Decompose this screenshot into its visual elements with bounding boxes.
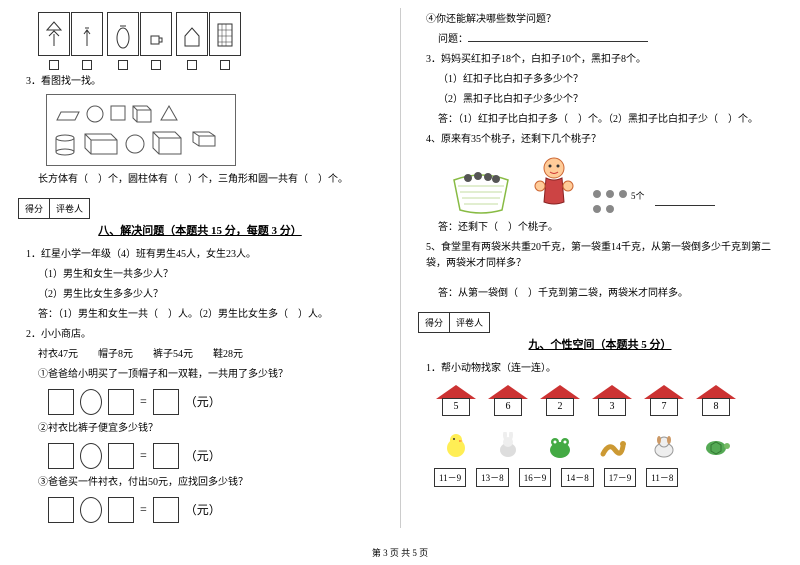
q3r-2: （2）黑扣子比白扣子少多少个？ [438, 92, 782, 108]
prices: 衬衣47元 帽子8元 裤子54元 鞋28元 [38, 347, 382, 363]
q8-2-2: ②衬衣比裤子便宜多少钱？ [38, 421, 382, 437]
rabbit-icon [488, 430, 528, 462]
q8-2-3: ③爸爸买一件衬衣，付出50元，应找回多少钱？ [38, 475, 382, 491]
q8-1-2: （2）男生比女生多多少人？ [38, 287, 382, 303]
frog-icon [540, 430, 580, 462]
section-9-title: 九、个性空间（本题共 5 分） [418, 337, 782, 355]
equation-row-1: = （元） [48, 389, 382, 415]
q8-1-ans: 答：（1）男生和女生一共（ ）人。（2）男生比女生多（ ）人。 [38, 307, 382, 323]
q4r-ans: 答：还剩下（ ）个桃子。 [438, 220, 782, 236]
q8-1: 1．红星小学一年级（4）班有男生45人，女生23人。 [26, 247, 382, 263]
score-table-9: 得分 评卷人 [418, 312, 782, 333]
calc-row: 11－9 13－8 16－9 14－8 17－9 11－8 [434, 468, 782, 487]
q3-title: 3．看图找一找。 [26, 74, 382, 90]
q3r-ans: 答：（1）红扣子比白扣子多（ ）个。（2）黑扣子比白扣子少（ ）个。 [438, 112, 782, 128]
q3r-1: （1）红扣子比白扣子多多少个？ [438, 72, 782, 88]
q8-2-1: ①爸爸给小明买了一顶帽子和一双鞋，一共用了多少钱？ [38, 367, 382, 383]
snake-icon [592, 430, 632, 462]
chick-icon [436, 430, 476, 462]
equation-row-2: = （元） [48, 443, 382, 469]
equation-row-3: = （元） [48, 497, 382, 523]
score-table-8: 得分 评卷人 [18, 198, 382, 219]
q4r: 4、原来有35个桃子，还剩下几个桃子？ [426, 132, 782, 148]
score-label: 得分 [18, 198, 50, 219]
dog-icon [644, 430, 684, 462]
comparison-images [38, 12, 382, 56]
peach-diagram: 5个 [446, 154, 782, 214]
q3r: 3．妈妈买红扣子18个，白扣子10个，黑扣子8个。 [426, 52, 782, 68]
q8-1-1: （1）男生和女生一共多少人？ [38, 267, 382, 283]
q8-2: 2．小小商店。 [26, 327, 382, 343]
animal-row [436, 430, 782, 462]
house-row: 5 6 2 3 7 8 [436, 385, 782, 416]
column-divider [400, 8, 401, 528]
q5r-ans: 答：从第一袋倒（ ）千克到第二袋，两袋米才同样多。 [438, 286, 782, 302]
q-extra: ④你还能解决哪些数学问题？ [426, 12, 782, 28]
turtle-icon [696, 430, 736, 462]
comparison-checkboxes [38, 60, 382, 70]
q5r: 5、食堂里有两袋米共重20千克，第一袋重14千克，从第一袋倒多少千克到第二袋，两… [426, 240, 782, 272]
grader-label: 评卷人 [50, 198, 90, 219]
q3-answer: 长方体有（ ）个，圆柱体有（ ）个，三角形和圆一共有（ ）个。 [38, 172, 382, 188]
shapes-diagram [46, 94, 236, 166]
q-extra-label: 问题： [438, 32, 782, 48]
section-8-title: 八、解决问题（本题共 15 分，每题 3 分） [18, 223, 382, 241]
q9-1: 1．帮小动物找家（连一连）。 [426, 361, 782, 377]
page-footer: 第 3 页 共 5 页 [0, 546, 800, 559]
